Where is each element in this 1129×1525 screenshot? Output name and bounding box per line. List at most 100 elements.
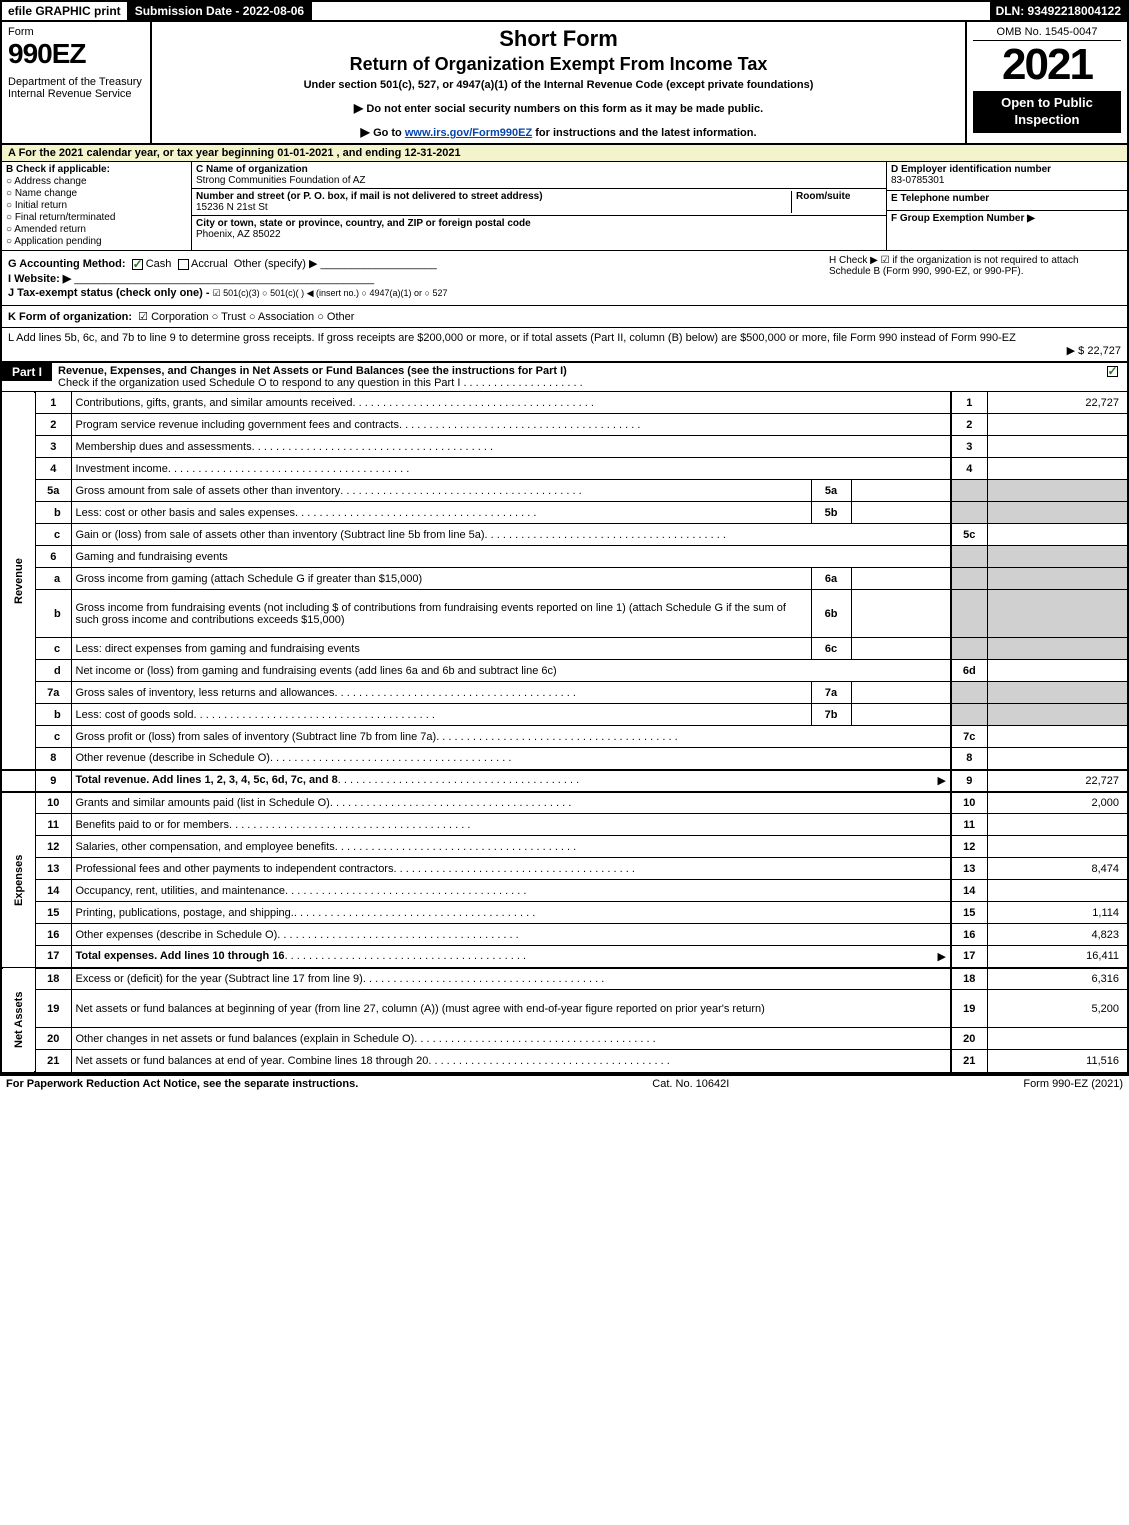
other-label: Other (specify) ▶ (234, 258, 318, 270)
line-17: 17 Total expenses. Add lines 10 through … (2, 946, 1127, 968)
chk-address-change[interactable]: Address change (6, 176, 187, 187)
l7a-inner: 7a (811, 682, 851, 704)
l6b-val-shade (987, 590, 1127, 638)
l4-val (987, 458, 1127, 480)
org-street: 15236 N 21st St (196, 202, 268, 213)
section-d-e-f: D Employer identification number 83-0785… (887, 162, 1127, 250)
l6a-num: a (35, 568, 71, 590)
line-5a: 5a Gross amount from sale of assets othe… (2, 480, 1127, 502)
l6-desc: Gaming and fundraising events (71, 546, 951, 568)
l11-ref: 11 (951, 814, 987, 836)
part-1-header: Part I Revenue, Expenses, and Changes in… (2, 361, 1127, 391)
l17-ref: 17 (951, 946, 987, 968)
l7b-inner: 7b (811, 704, 851, 726)
l1-val: 22,727 (987, 392, 1127, 414)
chk-final-return[interactable]: Final return/terminated (6, 212, 187, 223)
expenses-side-label: Expenses (2, 792, 35, 968)
l7b-val-shade (987, 704, 1127, 726)
room-label: Room/suite (796, 191, 882, 202)
chk-application-pending[interactable]: Application pending (6, 236, 187, 247)
l11-val (987, 814, 1127, 836)
l7a-num: 7a (35, 682, 71, 704)
l5b-num: b (35, 502, 71, 524)
l16-num: 16 (35, 924, 71, 946)
line-7b: b Less: cost of goods sold 7b (2, 704, 1127, 726)
l6b-inner: 6b (811, 590, 851, 638)
l5c-num: c (35, 524, 71, 546)
chk-accrual[interactable] (178, 259, 189, 270)
l10-val: 2,000 (987, 792, 1127, 814)
l9-num: 9 (35, 770, 71, 792)
netassets-side-label: Net Assets (2, 968, 35, 1072)
gross-receipts: ▶ $ 22,727 (8, 344, 1121, 357)
line-3: 3 Membership dues and assessments 3 (2, 436, 1127, 458)
public-inspection: Open to Public Inspection (973, 91, 1121, 133)
l10-num: 10 (35, 792, 71, 814)
l7a-val-shade (987, 682, 1127, 704)
l1-desc: Contributions, gifts, grants, and simila… (76, 397, 353, 409)
l17-num: 17 (35, 946, 71, 968)
l12-ref: 12 (951, 836, 987, 858)
department: Department of the Treasury Internal Reve… (8, 76, 144, 100)
chk-cash[interactable] (132, 259, 143, 270)
l2-desc: Program service revenue including govern… (76, 419, 399, 431)
l6c-desc: Less: direct expenses from gaming and fu… (71, 638, 811, 660)
l4-num: 4 (35, 458, 71, 480)
line-5c: c Gain or (loss) from sale of assets oth… (2, 524, 1127, 546)
city-label: City or town, state or province, country… (196, 218, 882, 229)
l9-desc: Total revenue. Add lines 1, 2, 3, 4, 5c,… (76, 774, 338, 787)
header-center: Short Form Return of Organization Exempt… (152, 22, 967, 143)
line-7c: c Gross profit or (loss) from sales of i… (2, 726, 1127, 748)
efile-print[interactable]: efile GRAPHIC print (2, 2, 129, 20)
chk-amended-return[interactable]: Amended return (6, 224, 187, 235)
l1-num: 1 (35, 392, 71, 414)
group-exemption-row: F Group Exemption Number ▶ (887, 210, 1127, 226)
l7c-num: c (35, 726, 71, 748)
page-footer: For Paperwork Reduction Act Notice, see … (0, 1074, 1129, 1092)
cash-label: Cash (146, 258, 172, 270)
l20-num: 20 (35, 1028, 71, 1050)
irs-link[interactable]: www.irs.gov/Form990EZ (405, 127, 532, 139)
l6c-ref-shade (951, 638, 987, 660)
l14-val (987, 880, 1127, 902)
line-19: 19 Net assets or fund balances at beginn… (2, 990, 1127, 1028)
line-6c: c Less: direct expenses from gaming and … (2, 638, 1127, 660)
line-6a: a Gross income from gaming (attach Sched… (2, 568, 1127, 590)
line-6b: b Gross income from fundraising events (… (2, 590, 1127, 638)
chk-initial-return[interactable]: Initial return (6, 200, 187, 211)
header-right: OMB No. 1545-0047 2021 Open to Public In… (967, 22, 1127, 143)
note1-text: Do not enter social security numbers on … (366, 103, 763, 115)
line-10: Expenses 10 Grants and similar amounts p… (2, 792, 1127, 814)
form-org-opts: ☑ Corporation ○ Trust ○ Association ○ Ot… (138, 311, 354, 323)
section-k: K Form of organization: ☑ Corporation ○ … (2, 305, 1127, 327)
l15-val: 1,114 (987, 902, 1127, 924)
l6b-ref-shade (951, 590, 987, 638)
l11-desc: Benefits paid to or for members (76, 819, 229, 831)
part-1-schedule-o-check[interactable] (1097, 363, 1127, 377)
chk-name-change[interactable]: Name change (6, 188, 187, 199)
l21-num: 21 (35, 1050, 71, 1072)
part-1-check-note: Check if the organization used Schedule … (58, 377, 460, 389)
website-label: I Website: ▶ (8, 273, 71, 285)
l7a-ref-shade (951, 682, 987, 704)
l20-val (987, 1028, 1127, 1050)
l13-val: 8,474 (987, 858, 1127, 880)
line-2: 2 Program service revenue including gove… (2, 414, 1127, 436)
l6a-inner-val (851, 568, 951, 590)
l12-desc: Salaries, other compensation, and employ… (76, 841, 335, 853)
l3-desc: Membership dues and assessments (76, 441, 252, 453)
l7c-desc: Gross profit or (loss) from sales of inv… (76, 731, 437, 743)
tax-exempt-label: J Tax-exempt status (check only one) - (8, 287, 210, 299)
l6a-ref-shade (951, 568, 987, 590)
line-14: 14 Occupancy, rent, utilities, and maint… (2, 880, 1127, 902)
l18-desc: Excess or (deficit) for the year (Subtra… (76, 973, 363, 985)
l5b-inner: 5b (811, 502, 851, 524)
form-org-label: K Form of organization: (8, 311, 132, 323)
l17-desc: Total expenses. Add lines 10 through 16 (76, 950, 285, 963)
l20-desc: Other changes in net assets or fund bala… (76, 1033, 415, 1045)
l13-num: 13 (35, 858, 71, 880)
l16-val: 4,823 (987, 924, 1127, 946)
section-b-label: B Check if applicable: (6, 164, 110, 175)
section-b: B Check if applicable: Address change Na… (2, 162, 192, 250)
l6d-ref: 6d (951, 660, 987, 682)
